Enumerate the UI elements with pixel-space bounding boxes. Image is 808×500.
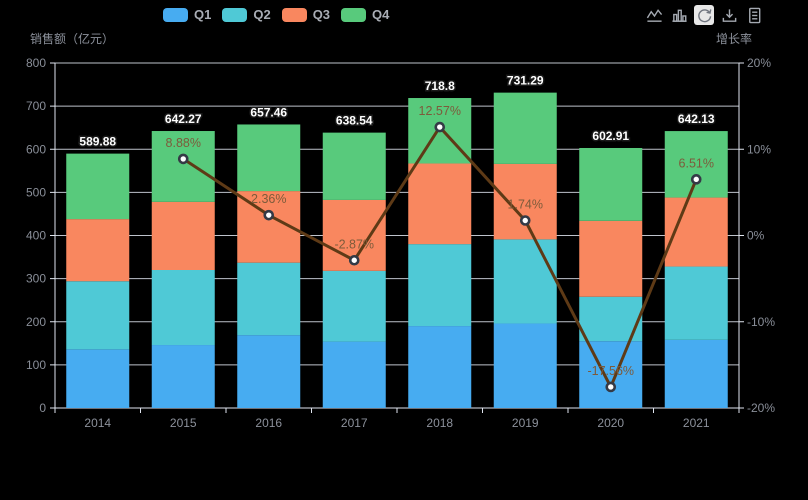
left-axis-label: 400 — [26, 229, 46, 243]
bar-segment-2020-q4[interactable] — [579, 147, 643, 221]
bar-segment-2020-q1[interactable] — [579, 341, 643, 408]
legend-swatch-q3 — [281, 7, 307, 22]
bar-segment-2017-q4[interactable] — [322, 132, 386, 200]
bar-segment-2016-q4[interactable] — [237, 124, 301, 192]
bar-segment-2021-q1[interactable] — [664, 339, 728, 408]
growth-point-label: 12.57% — [419, 104, 461, 118]
growth-point-2017[interactable] — [348, 254, 360, 266]
x-axis-label: 2019 — [512, 416, 539, 430]
legend-label-q2: Q2 — [253, 7, 271, 22]
bar-segment-2014-q2[interactable] — [66, 281, 130, 350]
x-axis-label: 2016 — [255, 416, 282, 430]
legend-item-q1[interactable]: Q1 — [163, 7, 211, 22]
x-axis-label: 2015 — [170, 416, 197, 430]
left-axis-label: 0 — [39, 401, 46, 415]
x-axis-label: 2021 — [683, 416, 710, 430]
bar-segment-2015-q3[interactable] — [151, 201, 215, 270]
legend-label-q1: Q1 — [194, 7, 212, 22]
bar-segment-2019-q4[interactable] — [493, 92, 557, 164]
bar-total-label: 638.54 — [336, 114, 373, 128]
legend-swatch-q4 — [341, 7, 367, 22]
left-axis-label: 200 — [26, 315, 46, 329]
x-axis-label: 2014 — [84, 416, 111, 430]
save-image-icon[interactable] — [719, 5, 739, 25]
growth-point-2015[interactable] — [177, 153, 189, 165]
growth-point-label: -17.56% — [587, 364, 634, 378]
growth-point-2018[interactable] — [434, 121, 446, 133]
bar-segment-2018-q1[interactable] — [408, 326, 472, 408]
bar-total-label: 642.27 — [165, 112, 202, 126]
left-axis-label: 100 — [26, 358, 46, 372]
left-axis-label: 500 — [26, 185, 46, 199]
growth-point-label: 6.51% — [679, 156, 714, 170]
growth-point-2016[interactable] — [263, 209, 275, 221]
growth-point-2021[interactable] — [690, 174, 702, 185]
x-axis-label: 2018 — [426, 416, 453, 430]
bar-segment-2019-q1[interactable] — [493, 323, 557, 408]
growth-point-label: 2.36% — [251, 192, 286, 206]
bar-segment-2018-q2[interactable] — [408, 244, 472, 327]
growth-point-2020[interactable] — [605, 381, 617, 393]
left-axis-label: 600 — [26, 142, 46, 156]
bar-total-label: 731.29 — [507, 74, 544, 88]
bar-total-label: 642.13 — [678, 112, 715, 126]
legend-swatch-q1 — [163, 7, 188, 22]
bar-total-label: 657.46 — [250, 105, 287, 119]
restore-icon[interactable] — [694, 5, 714, 25]
legend-swatch-q2 — [222, 7, 248, 22]
toolbox — [644, 5, 764, 25]
right-axis-title: 增长率 — [716, 32, 753, 46]
right-axis-label: -20% — [747, 401, 775, 415]
data-view-icon[interactable] — [744, 5, 764, 25]
legend-label-q4: Q4 — [372, 7, 390, 22]
bar-segment-2016-q1[interactable] — [237, 335, 301, 408]
growth-point-label: 8.88% — [166, 136, 201, 150]
bar-segment-2014-q1[interactable] — [66, 349, 130, 408]
magic-type-bar-icon[interactable] — [669, 5, 689, 25]
right-axis-label: 10% — [747, 142, 771, 156]
growth-point-2019[interactable] — [519, 215, 531, 226]
left-axis-label: 800 — [26, 56, 46, 70]
bar-segment-2021-q4[interactable] — [664, 131, 728, 198]
bar-segment-2015-q1[interactable] — [151, 345, 215, 408]
magic-type-line-icon[interactable] — [644, 5, 664, 25]
left-axis-title: 销售额（亿元） — [30, 32, 115, 46]
bar-segment-2020-q3[interactable] — [579, 220, 643, 297]
right-axis-label: -10% — [747, 315, 775, 329]
legend-item-q2[interactable]: Q2 — [222, 7, 271, 22]
legend-item-q3[interactable]: Q3 — [281, 7, 331, 22]
bar-segment-2015-q2[interactable] — [151, 270, 215, 346]
left-axis-label: 300 — [26, 272, 46, 286]
bar-total-label: 602.91 — [592, 129, 629, 143]
legend-label-q3: Q3 — [312, 7, 331, 22]
bar-segment-2019-q3[interactable] — [493, 163, 557, 240]
growth-point-label: 1.74% — [508, 197, 543, 211]
bar-segment-2017-q1[interactable] — [322, 341, 386, 408]
right-axis-label: 20% — [747, 56, 771, 70]
bar-segment-2017-q2[interactable] — [322, 270, 386, 342]
bar-segment-2021-q2[interactable] — [664, 266, 728, 340]
bar-segment-2019-q2[interactable] — [493, 239, 557, 324]
bar-segment-2015-q4[interactable] — [151, 131, 215, 202]
x-axis-label: 2017 — [341, 416, 368, 430]
bar-segment-2014-q3[interactable] — [66, 219, 130, 282]
left-axis-label: 700 — [26, 99, 46, 113]
x-axis-label: 2020 — [597, 416, 624, 430]
bar-segment-2018-q3[interactable] — [408, 163, 472, 245]
legend: Q1 Q2 Q3 Q4 — [163, 7, 389, 22]
bar-total-label: 718.8 — [425, 79, 455, 93]
growth-point-label: -2.87% — [334, 237, 374, 251]
legend-item-q4[interactable]: Q4 — [341, 7, 389, 22]
bar-total-label: 589.88 — [79, 135, 116, 149]
right-axis-label: 0% — [747, 229, 765, 243]
bar-segment-2016-q2[interactable] — [237, 262, 301, 336]
bar-segment-2014-q4[interactable] — [66, 153, 130, 220]
